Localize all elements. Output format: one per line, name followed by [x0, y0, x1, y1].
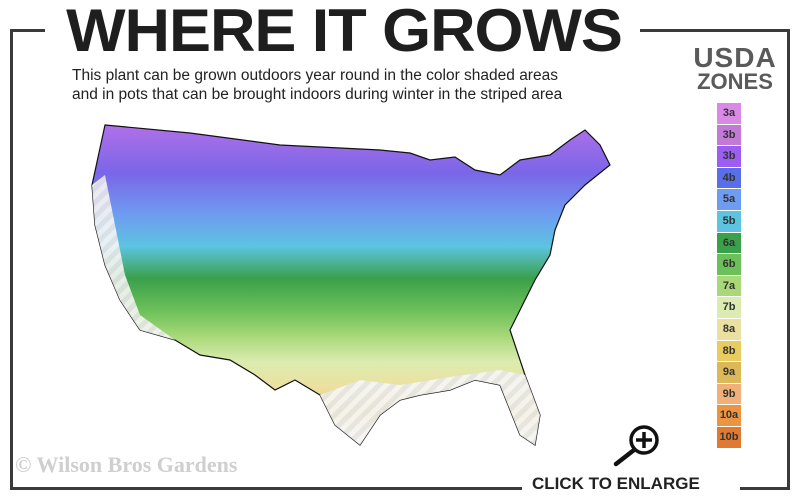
legend-zone-8b: 8b	[717, 340, 741, 362]
legend-zone-6b: 6b	[717, 254, 741, 275]
frame-bottom-right	[740, 487, 790, 490]
legend-title-line-1: USDA	[693, 42, 777, 73]
usda-zone-map[interactable]	[80, 115, 620, 460]
legend-zone-7a: 7a	[717, 275, 741, 297]
legend-zone-3b: 3b	[717, 124, 741, 146]
page-title: WHERE IT GROWS	[66, 0, 623, 64]
legend-zone-3b: 3b	[717, 146, 741, 167]
frame-left	[10, 29, 13, 490]
frame-top-right	[640, 29, 790, 32]
frame-right	[787, 29, 790, 490]
striped-coastal-area	[92, 175, 175, 340]
legend-zone-10b: 10b	[717, 426, 741, 448]
magnifier-plus-icon[interactable]	[610, 422, 666, 468]
legend-zone-5a: 5a	[717, 189, 741, 210]
legend-zone-9b: 9b	[717, 383, 741, 405]
frame-bottom-left	[10, 487, 522, 490]
legend-zone-6a: 6a	[717, 232, 741, 254]
legend-zone-3a: 3a	[717, 103, 741, 124]
copyright-watermark: © Wilson Bros Gardens	[15, 452, 238, 477]
striped-gulf-area	[320, 370, 540, 445]
click-to-enlarge-link[interactable]: CLICK TO ENLARGE	[532, 474, 700, 493]
subtitle-line-2: and in pots that can be brought indoors …	[72, 86, 563, 103]
legend-zone-8a: 8a	[717, 318, 741, 340]
legend-title-line-2: ZONES	[697, 69, 773, 94]
legend-zone-10a: 10a	[717, 405, 741, 426]
frame-top-left	[10, 29, 45, 32]
legend-title: USDA ZONES	[670, 42, 800, 94]
subtitle: This plant can be grown outdoors year ro…	[72, 66, 562, 104]
zone-legend: 3a 3b 3b 4b 5a 5b 6a 6b 7a 7b 8a 8b 9a 9b 10a 10b	[717, 103, 741, 449]
legend-zone-7b: 7b	[717, 297, 741, 318]
legend-zone-5b: 5b	[717, 210, 741, 232]
legend-zone-4b: 4b	[717, 167, 741, 189]
legend-zone-9a: 9a	[717, 362, 741, 383]
subtitle-line-1: This plant can be grown outdoors year ro…	[72, 67, 558, 84]
